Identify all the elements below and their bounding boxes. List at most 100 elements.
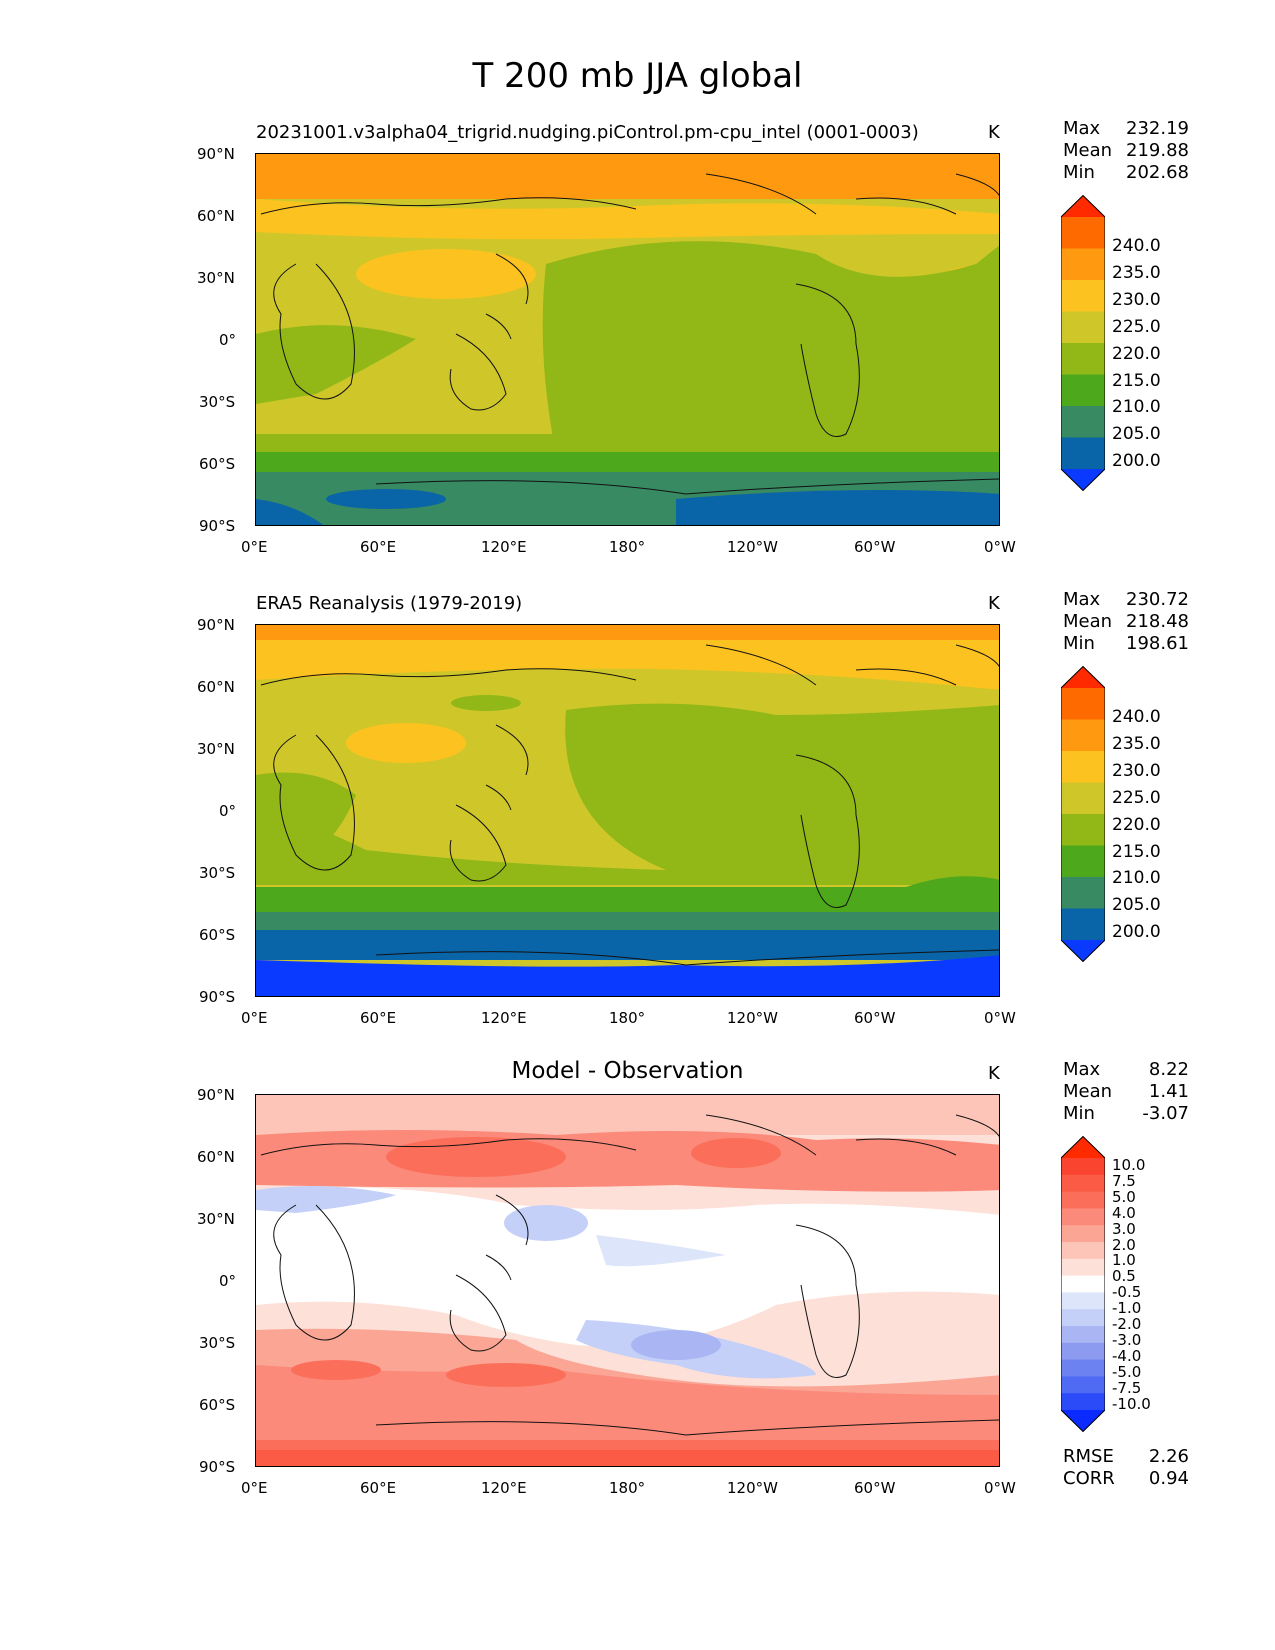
colorbar-tick-label: 200.0 <box>1112 451 1161 472</box>
lat-tick: 30°S <box>199 1334 236 1352</box>
colorbar-band <box>1061 1309 1105 1327</box>
colorbar-graphic <box>1060 194 1106 492</box>
lat-tick: 30°S <box>199 393 236 411</box>
metric-rmse: 2.26 <box>1148 1446 1189 1467</box>
colorbar-tick-label: -4.0 <box>1112 1346 1142 1365</box>
colorbar-tick-label: 220.0 <box>1112 814 1161 835</box>
colorbar-tick-label: -3.0 <box>1112 1330 1142 1349</box>
colorbar-band <box>1061 1275 1105 1293</box>
colorbar-tick-label: 235.0 <box>1112 733 1161 754</box>
lat-tick: 90°S <box>199 1458 236 1476</box>
colorbar-tick-label: -0.5 <box>1112 1283 1142 1302</box>
lat-tick: 90°S <box>199 517 236 535</box>
lon-tick: 60°W <box>854 1479 896 1497</box>
colorbar-tick-label: 5.0 <box>1112 1187 1136 1206</box>
colorbar-extend-bottom <box>1061 940 1105 962</box>
colorbar-tick-label: -10.0 <box>1112 1394 1151 1413</box>
colorbar-tick-label: 210.0 <box>1112 868 1161 889</box>
lat-tick: 60°S <box>199 1396 236 1414</box>
lat-tick: 30°S <box>199 864 236 882</box>
lon-tick: 0°E <box>241 1479 268 1497</box>
colorbar-tick-label: 210.0 <box>1112 397 1161 418</box>
stat-label: Max <box>1063 118 1101 139</box>
colorbar-extend-top <box>1061 195 1105 217</box>
colorbar <box>1060 665 1106 963</box>
colorbar-band <box>1061 1342 1105 1361</box>
stat-label: Max <box>1063 589 1101 610</box>
stat-max: 8.22 <box>1148 1059 1189 1080</box>
stat-label: Min <box>1063 1103 1095 1124</box>
colorbar-band <box>1061 437 1105 470</box>
colorbar-tick-label: 4.0 <box>1112 1203 1136 1222</box>
colorbar-band <box>1061 908 1105 941</box>
stat-label: Max <box>1063 1059 1101 1080</box>
colorbar-extend-top <box>1061 666 1105 688</box>
colorbar-band <box>1061 217 1105 249</box>
lon-tick: 180° <box>609 1009 646 1027</box>
colorbar-tick-label: 240.0 <box>1112 236 1161 256</box>
lat-tick: 90°N <box>197 1086 235 1104</box>
lon-tick: 60°E <box>360 1009 397 1027</box>
lon-tick: 120°E <box>481 1009 527 1027</box>
lat-tick: 30°N <box>197 740 235 758</box>
lon-tick: 120°W <box>727 538 778 556</box>
stat-label: Mean <box>1063 1081 1113 1102</box>
colorbar-tick-label: -7.5 <box>1112 1378 1142 1397</box>
stat-label: Min <box>1063 162 1095 183</box>
colorbar-tick-label: 200.0 <box>1112 922 1161 943</box>
colorbar-band <box>1061 374 1105 407</box>
colorbar-band <box>1061 1191 1105 1209</box>
lat-tick: 0° <box>219 802 237 820</box>
metric-corr: 0.94 <box>1148 1468 1189 1489</box>
stat-label: Min <box>1063 633 1095 654</box>
map-difference <box>255 1094 1000 1467</box>
stat-max: 230.72 <box>1126 589 1189 610</box>
lon-tick: 60°E <box>360 1479 397 1497</box>
colorbar-band <box>1061 1326 1105 1344</box>
colorbar-band <box>1061 1208 1105 1226</box>
colorbar-extend-top <box>1061 1136 1105 1158</box>
colorbar-tick-label: 220.0 <box>1112 343 1161 364</box>
colorbar <box>1060 194 1106 492</box>
lon-tick: 0°E <box>241 1009 268 1027</box>
colorbar-band <box>1061 343 1105 375</box>
lat-tick: 0° <box>219 331 237 349</box>
colorbar-tick-label: 1.0 <box>1112 1251 1136 1270</box>
lat-tick: 60°N <box>197 1148 235 1166</box>
lon-tick: 60°W <box>854 538 896 556</box>
colorbar-tick-label: 7.5 <box>1112 1171 1136 1190</box>
colorbar-band <box>1061 719 1105 752</box>
lon-tick: 120°E <box>481 1479 527 1497</box>
colorbar-tick-label: 3.0 <box>1112 1219 1136 1238</box>
lon-tick: 180° <box>609 1479 646 1497</box>
lat-tick: 30°N <box>197 1210 235 1228</box>
lat-tick: 30°N <box>197 269 235 287</box>
units-label: K <box>988 122 1000 143</box>
map-observation <box>255 624 1000 997</box>
lat-tick: 60°N <box>197 207 235 225</box>
stat-label: Mean <box>1063 611 1113 632</box>
lat-tick: 90°N <box>197 616 235 634</box>
lon-tick: 0°E <box>241 538 268 556</box>
stat-max: 232.19 <box>1126 118 1189 139</box>
colorbar-band <box>1061 311 1105 344</box>
figure-title: T 200 mb JJA global <box>472 56 803 96</box>
colorbar-tick-label: 225.0 <box>1112 316 1161 337</box>
panel-title: 20231001.v3alpha04_trigrid.nudging.piCon… <box>256 122 919 143</box>
colorbar-band <box>1061 280 1105 312</box>
lon-tick: 180° <box>609 538 646 556</box>
colorbar-tick-label: 205.0 <box>1112 895 1161 916</box>
units-label: K <box>988 1063 1000 1084</box>
colorbar-band <box>1061 1359 1105 1377</box>
map-model <box>255 153 1000 526</box>
lat-tick: 60°N <box>197 678 235 696</box>
colorbar-band <box>1061 1258 1105 1277</box>
colorbar-tick-label: 240.0 <box>1112 707 1161 727</box>
colorbar-band <box>1061 782 1105 815</box>
lon-tick: 120°W <box>727 1009 778 1027</box>
colorbar-band <box>1061 1174 1105 1193</box>
panel-title: ERA5 Reanalysis (1979-2019) <box>256 593 523 614</box>
colorbar-graphic <box>1060 1135 1106 1433</box>
colorbar-tick-label: -1.0 <box>1112 1299 1142 1318</box>
colorbar-tick-label: 205.0 <box>1112 424 1161 445</box>
